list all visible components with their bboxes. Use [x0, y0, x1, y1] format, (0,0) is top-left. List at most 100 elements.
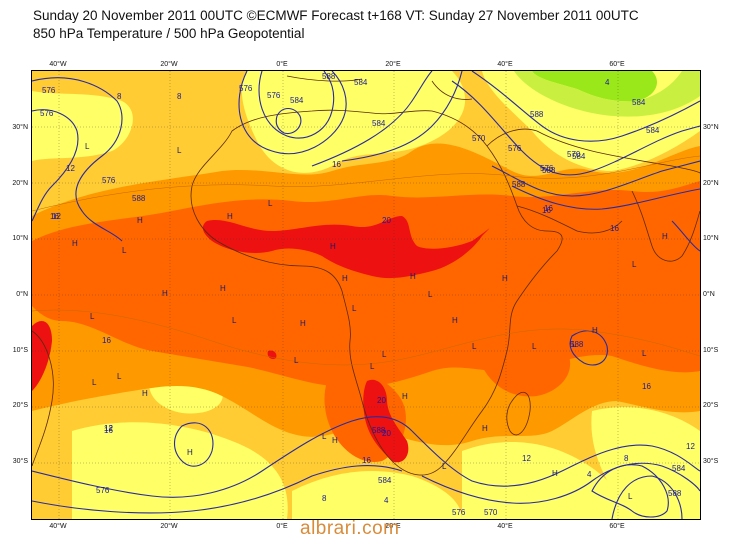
- geopotential-contour: [32, 465, 403, 514]
- temperature-label: 8: [624, 454, 629, 463]
- geopotential-labels: 576 576 576 576 576 584 584 584 588 588 …: [40, 72, 686, 517]
- levant-coast: [431, 80, 473, 100]
- temperature-green-areas: [514, 71, 700, 117]
- low-mark: L: [322, 432, 327, 441]
- low-mark: L: [177, 146, 182, 155]
- geopotential-contour: [471, 71, 700, 142]
- low-mark: L: [428, 290, 433, 299]
- low-mark: L: [92, 378, 97, 387]
- temperature-label: 16: [642, 382, 651, 391]
- temperature-label: 20: [382, 216, 391, 225]
- contour-label: 576: [96, 486, 110, 495]
- contour-label: 588: [512, 180, 526, 189]
- low-mark: L: [532, 342, 537, 351]
- geopotential-contour: [491, 160, 700, 197]
- high-mark: H: [187, 448, 193, 457]
- high-mark: H: [137, 216, 143, 225]
- temperature-label: 12: [104, 424, 113, 433]
- low-mark: L: [352, 304, 357, 313]
- geopotential-contour: [421, 462, 700, 504]
- contour-label: 576: [42, 86, 56, 95]
- contour-label: 576: [540, 164, 554, 173]
- high-mark: H: [482, 424, 488, 433]
- lat-left-label: 30°N: [12, 123, 28, 131]
- temperature-label: 16: [542, 206, 551, 215]
- lon-bottom-labels: 40°W 20°W 0°E 20°E 40°E 60°E: [49, 522, 625, 530]
- contour-label: 584: [572, 152, 586, 161]
- low-mark: L: [370, 362, 375, 371]
- geopotential-contour: [275, 107, 302, 135]
- temperature-label: 12: [104, 424, 113, 433]
- europe-coast: [286, 75, 363, 82]
- temperature-label: 20: [382, 429, 391, 438]
- geopotential-contour: [569, 330, 608, 366]
- forecast-map: 576 576 576 576 576 584 584 584 588 588 …: [31, 70, 701, 520]
- lon-top-label: 40°E: [497, 60, 513, 68]
- contour-label: 584: [378, 476, 392, 485]
- lat-right-label: 30°S: [703, 457, 719, 465]
- low-mark: L: [382, 350, 387, 359]
- temperature-label: 16: [332, 160, 341, 169]
- lon-top-label: 20°W: [160, 60, 178, 68]
- lat-right-label: 30°N: [703, 123, 719, 131]
- geopotential-contour: [671, 220, 700, 252]
- isotherm-contours: [32, 155, 700, 366]
- temperature-label: 16: [50, 212, 59, 221]
- lon-top-label: 60°E: [609, 60, 625, 68]
- geopotential-contour: [173, 422, 214, 467]
- low-mark: L: [642, 349, 647, 358]
- contour-label: 588: [530, 110, 544, 119]
- india-coast: [631, 190, 700, 262]
- temperature-label: 20: [377, 396, 386, 405]
- contour-label: 576: [239, 84, 253, 93]
- high-mark: H: [227, 212, 233, 221]
- low-mark: L: [90, 312, 95, 321]
- contour-label: 584: [372, 119, 386, 128]
- lat-right-labels: 30°N 20°N 10°N 0°N 10°S 20°S 30°S: [703, 123, 719, 465]
- lon-top-label: 40°W: [49, 60, 67, 68]
- contour-label: 576: [267, 91, 281, 100]
- geopotential-contour: [258, 71, 335, 139]
- pressure-highs: H H H H H H H H H H H H H H H H H H H: [72, 212, 668, 478]
- temperature-label: 12: [522, 454, 531, 463]
- temperature-labels: 8 8 12 12 16 16 20 16 16 16 20 20 16 16 …: [50, 78, 695, 505]
- high-mark: H: [592, 326, 598, 335]
- high-mark: H: [332, 436, 338, 445]
- lon-bottom-label: 20°E: [385, 522, 401, 530]
- geopotential-contours: [32, 71, 700, 519]
- lat-left-label: 30°S: [13, 457, 29, 465]
- high-mark: H: [342, 274, 348, 283]
- low-mark: L: [572, 340, 577, 349]
- high-mark: H: [220, 284, 226, 293]
- temperature-label: 16: [610, 224, 619, 233]
- lat-left-label: 20°N: [12, 179, 28, 187]
- low-mark: L: [232, 316, 237, 325]
- temperature-label: 16: [544, 204, 553, 213]
- arabia-south-coast: [516, 205, 623, 234]
- temperature-label: 4: [605, 78, 610, 87]
- temperature-label: 8: [177, 92, 182, 101]
- contour-label: 570: [567, 150, 581, 159]
- geopotential-contour: [451, 80, 700, 176]
- temperature-label: 8: [322, 494, 327, 503]
- lat-right-label: 10°N: [703, 234, 719, 242]
- high-mark: H: [402, 392, 408, 401]
- low-mark: L: [632, 260, 637, 269]
- africa-coastline: [190, 109, 563, 476]
- lat-right-label: 0°N: [703, 290, 715, 298]
- temperature-label: 12: [686, 442, 695, 451]
- contour-label: 588: [570, 340, 584, 349]
- contour-label: 576: [452, 508, 466, 517]
- geopotential-contour: [511, 185, 700, 210]
- temperature-label: 16: [102, 336, 111, 345]
- lat-left-label: 10°N: [12, 234, 28, 242]
- low-mark: L: [294, 356, 299, 365]
- pressure-lows: L L L L L L L L L L L L L L L L L L L L …: [85, 142, 647, 501]
- geopotential-contour: [238, 71, 347, 155]
- low-mark: L: [628, 492, 633, 501]
- watermark: albrari.com: [300, 518, 400, 539]
- high-mark: H: [72, 239, 78, 248]
- geopotential-contour: [341, 71, 463, 162]
- geopotential-contour: [311, 71, 433, 167]
